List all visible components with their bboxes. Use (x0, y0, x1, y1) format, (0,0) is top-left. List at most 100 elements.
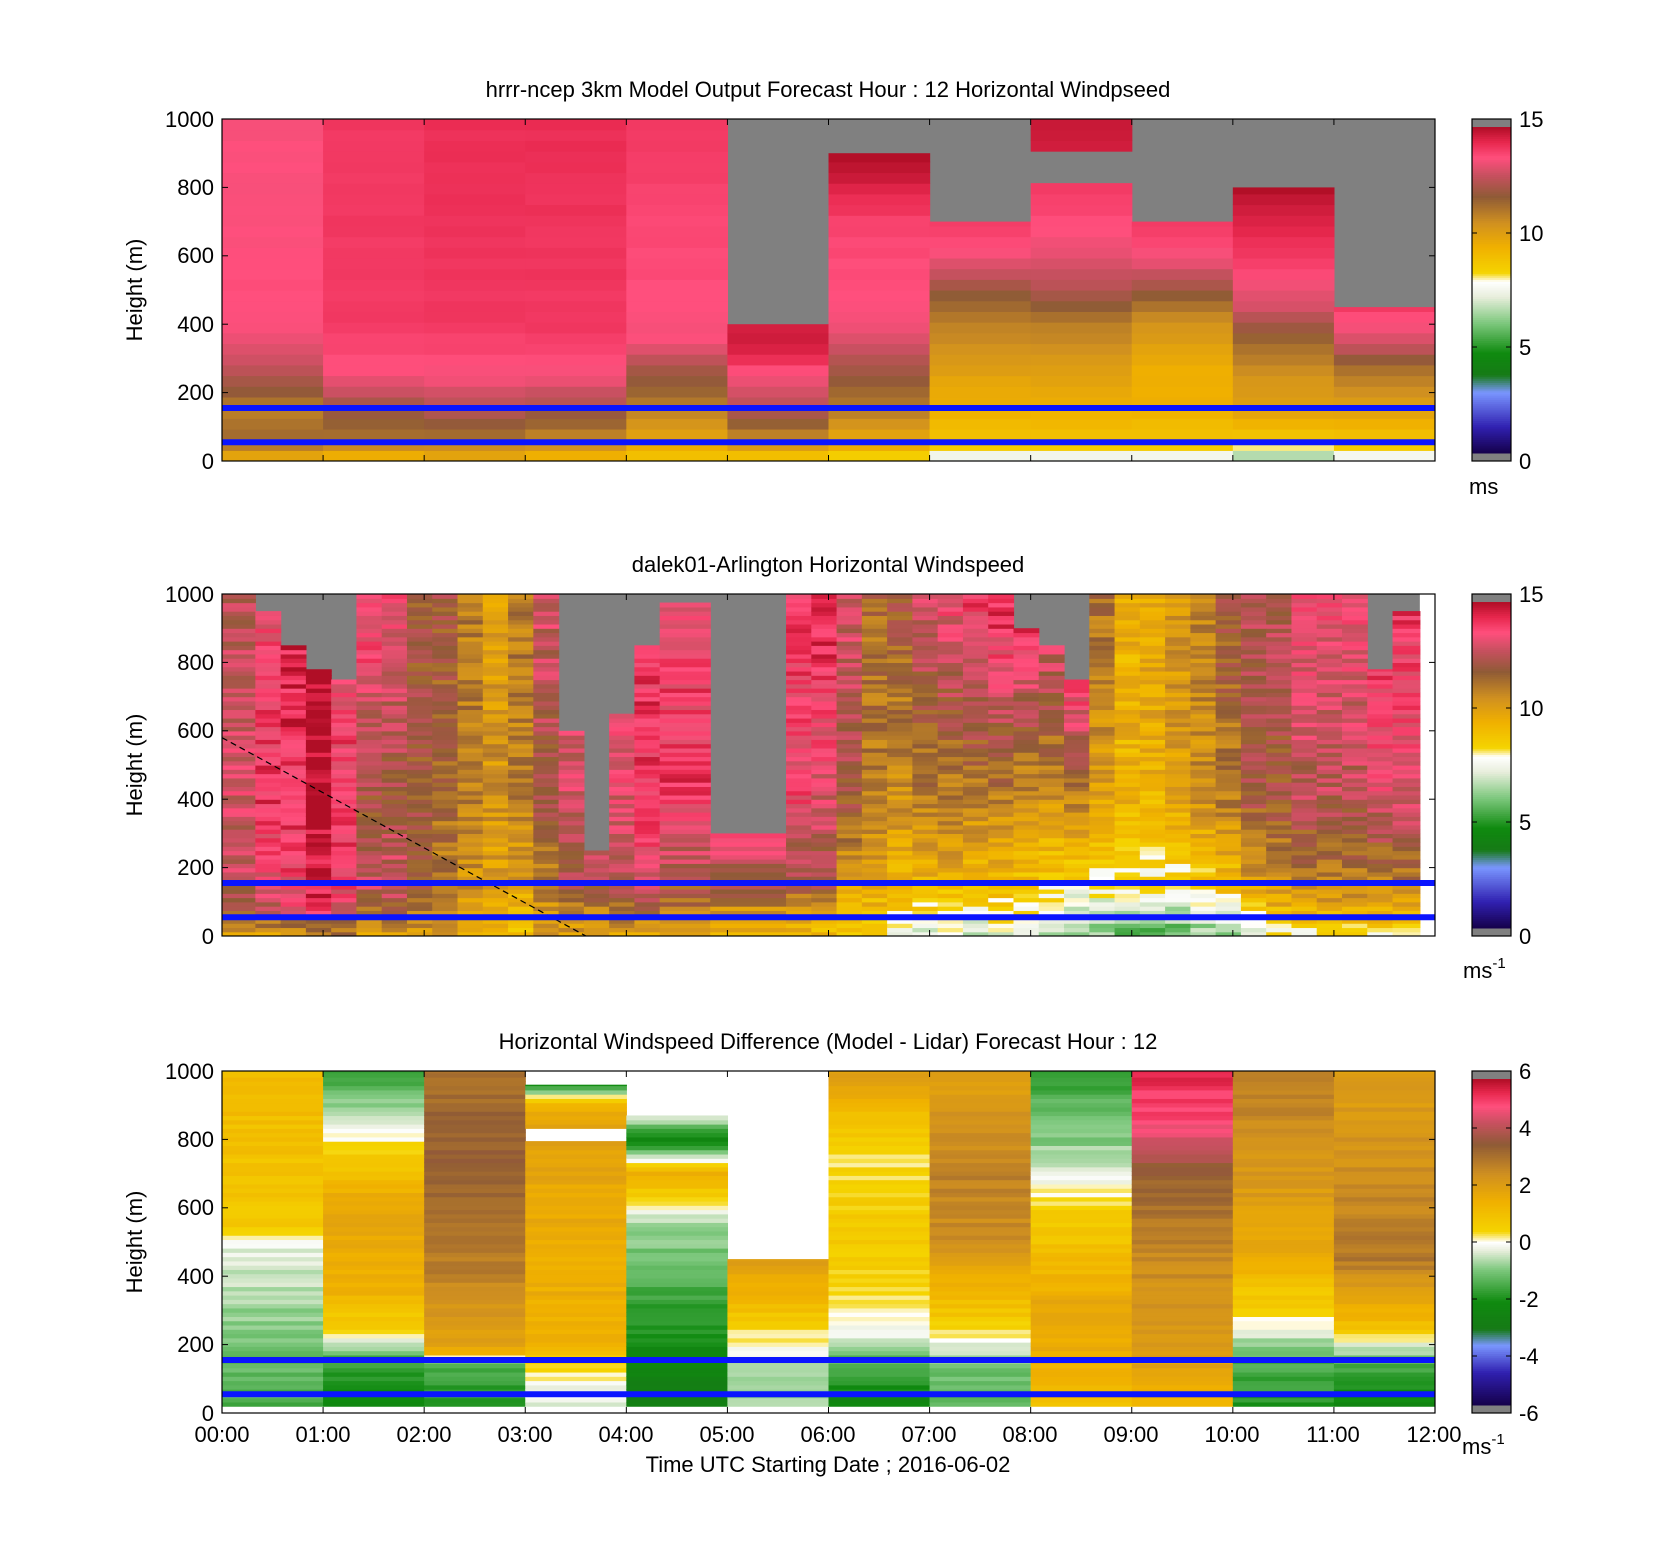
heatmap-cell (1266, 623, 1293, 629)
heatmap-cell (356, 670, 383, 676)
heatmap-cell (710, 859, 787, 864)
heatmap-cell (222, 1081, 324, 1087)
heatmap-cell (786, 812, 812, 817)
heatmap-cell (1240, 692, 1267, 698)
heatmap-cell (887, 683, 913, 689)
colorbar-step (1472, 210, 1511, 214)
heatmap-cell (1392, 649, 1421, 655)
heatmap-cell (1038, 649, 1065, 655)
heatmap-cell (1165, 824, 1191, 830)
heatmap-cell (1342, 760, 1368, 766)
heatmap-cell (1232, 1141, 1335, 1146)
heatmap-cell (609, 747, 636, 753)
heatmap-cell (1165, 888, 1191, 894)
heatmap-cell (828, 193, 931, 206)
heatmap-cell (406, 756, 433, 762)
heatmap-cell (988, 688, 1015, 693)
heatmap-cell (988, 782, 1015, 787)
heatmap-cell (1333, 307, 1435, 312)
heatmap-cell (828, 354, 931, 366)
heatmap-cell (508, 824, 534, 830)
heatmap-cell (1240, 594, 1267, 599)
colorbar-step (1472, 804, 1511, 807)
heatmap-cell (525, 1307, 627, 1313)
heatmap-cell (962, 769, 989, 775)
colorbar-step (1472, 786, 1511, 790)
heatmap-cell (1089, 615, 1116, 621)
colorbar-step (1472, 1397, 1511, 1400)
heatmap-cell (1165, 863, 1191, 869)
heatmap-cell (1064, 696, 1090, 702)
heatmap-cell (962, 777, 989, 783)
panel-model-colorbar-frame (1471, 118, 1512, 462)
heatmap-cell (1240, 662, 1267, 668)
heatmap-cell (1013, 871, 1040, 877)
colorbar-step (1472, 197, 1511, 200)
heatmap-cell (280, 765, 307, 770)
heatmap-cell (1215, 606, 1242, 612)
heatmap-cell (1266, 859, 1293, 864)
heatmap-cell (356, 709, 383, 715)
heatmap-cell (1139, 705, 1166, 711)
heatmap-cell (1342, 786, 1368, 792)
heatmap-cell (305, 837, 332, 843)
colorbar-step (1472, 167, 1511, 170)
heatmap-cell (962, 713, 989, 719)
heatmap-cell (1316, 812, 1343, 817)
heatmap-cell (406, 859, 433, 864)
heatmap-cell (1190, 816, 1217, 822)
heatmap-cell (482, 675, 509, 681)
heatmap-cell (786, 598, 812, 604)
heatmap-cell (1392, 850, 1421, 856)
colorbar-step (1472, 445, 1511, 448)
heatmap-cell (861, 628, 888, 634)
heatmap-cell (432, 867, 459, 873)
heatmap-cell (432, 854, 459, 860)
heatmap-cell (1367, 709, 1394, 715)
heatmap-cell (432, 769, 459, 775)
heatmap-cell (508, 739, 534, 745)
heatmap-cell (1240, 730, 1267, 736)
heatmap-cell (255, 666, 282, 672)
heatmap-cell (1064, 739, 1090, 745)
heatmap-cell (937, 700, 964, 706)
heatmap-cell (1266, 611, 1293, 616)
heatmap-cell (828, 279, 931, 291)
heatmap-cell (634, 709, 661, 715)
heatmap-cell (912, 850, 939, 856)
heatmap-cell (457, 683, 484, 689)
heatmap-cell (887, 867, 913, 873)
heatmap-cell (811, 867, 838, 873)
heatmap-cell (1139, 901, 1166, 907)
colorbar-step (1472, 840, 1511, 843)
heatmap-cell (525, 1192, 627, 1198)
heatmap-cell (482, 841, 509, 847)
heatmap-cell (1064, 752, 1090, 758)
heatmap-cell (1030, 1162, 1133, 1168)
heatmap-cell (222, 709, 256, 715)
heatmap-cell (887, 692, 913, 698)
heatmap-cell (222, 594, 256, 599)
heatmap-cell (1316, 756, 1343, 762)
heatmap-cell (280, 888, 307, 894)
heatmap-cell (457, 790, 484, 796)
heatmap-cell (222, 1337, 324, 1343)
heatmap-cell (381, 739, 408, 745)
heatmap-cell (482, 645, 509, 651)
heatmap-cell (432, 726, 459, 732)
heatmap-cell (828, 1247, 931, 1253)
heatmap-cell (962, 688, 989, 693)
heatmap-cell (482, 829, 509, 834)
heatmap-cell (280, 859, 307, 864)
heatmap-cell (255, 910, 282, 916)
heatmap-cell (508, 730, 534, 736)
colorbar-step (1472, 376, 1511, 380)
heatmap-cell (1232, 1273, 1335, 1279)
heatmap-cell (1013, 837, 1040, 843)
heatmap-cell (1232, 279, 1335, 291)
heatmap-cell (1013, 747, 1040, 753)
heatmap-cell (1316, 611, 1343, 616)
heatmap-cell (1316, 730, 1343, 736)
heatmap-cell (1392, 628, 1421, 634)
colorbar-step (1472, 1393, 1511, 1396)
